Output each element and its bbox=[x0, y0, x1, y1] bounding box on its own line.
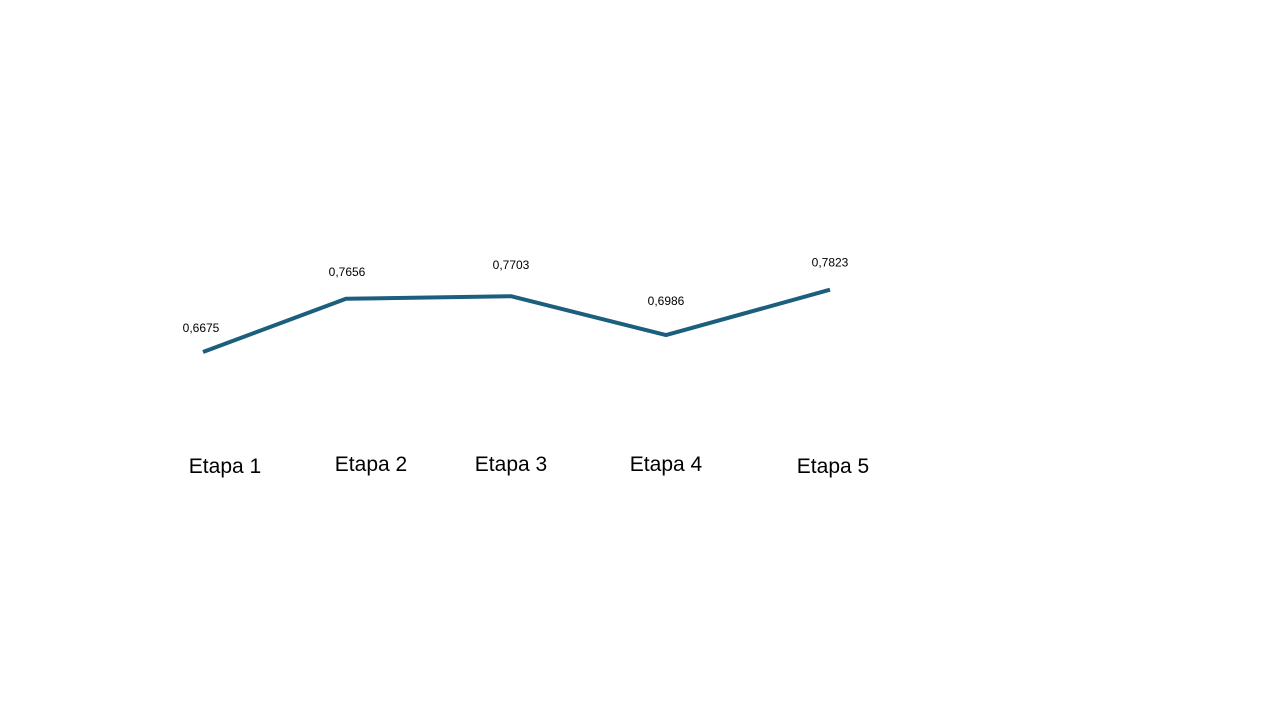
data-label-layer: 0,6675 0,7656 0,7703 0,6986 0,7823 bbox=[183, 256, 849, 335]
data-label-1: 0,6675 bbox=[183, 321, 220, 335]
data-label-2: 0,7656 bbox=[329, 265, 366, 279]
category-label-3: Etapa 3 bbox=[475, 453, 547, 476]
series-layer bbox=[202, 287, 831, 354]
category-label-layer: Etapa 1 Etapa 2 Etapa 3 Etapa 4 Etapa 5 bbox=[189, 453, 869, 478]
data-label-4: 0,6986 bbox=[648, 294, 685, 308]
category-label-2: Etapa 2 bbox=[335, 453, 407, 476]
category-label-5: Etapa 5 bbox=[797, 455, 869, 478]
series-line bbox=[202, 287, 831, 354]
data-label-3: 0,7703 bbox=[493, 258, 530, 272]
data-label-5: 0,7823 bbox=[812, 256, 849, 270]
category-label-4: Etapa 4 bbox=[630, 453, 703, 476]
category-label-1: Etapa 1 bbox=[189, 455, 261, 478]
